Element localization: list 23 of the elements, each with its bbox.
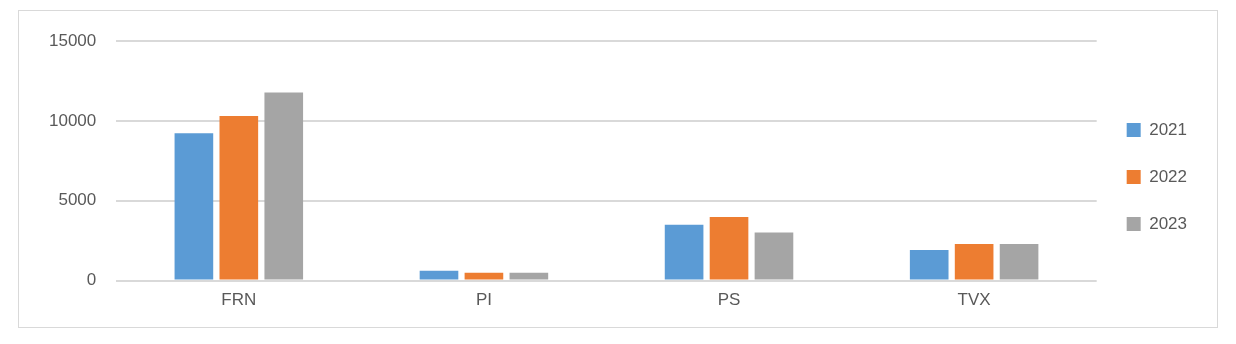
bar [954,244,994,280]
x-tick-label: PS [717,290,741,310]
bar [419,270,459,280]
bar [909,249,949,280]
x-tick-label: FRN [221,290,257,310]
y-tick-label: 5000 [58,190,97,210]
bar [709,216,749,280]
y-tick-label: 0 [86,270,97,290]
bar [754,232,794,280]
bar [464,272,504,280]
bar [999,244,1039,280]
bar [264,92,304,280]
bar [509,272,549,280]
y-tick-label: 15000 [48,30,97,50]
bar [664,224,704,280]
x-tick-label: PI [475,290,492,310]
y-tick-label: 10000 [48,110,97,130]
legend-label: 2022 [1149,166,1188,186]
legend-label: 2021 [1149,119,1188,139]
legend-label: 2023 [1149,213,1188,233]
x-tick-label: TVX [957,290,991,310]
bar [219,116,259,280]
bar [174,133,214,280]
